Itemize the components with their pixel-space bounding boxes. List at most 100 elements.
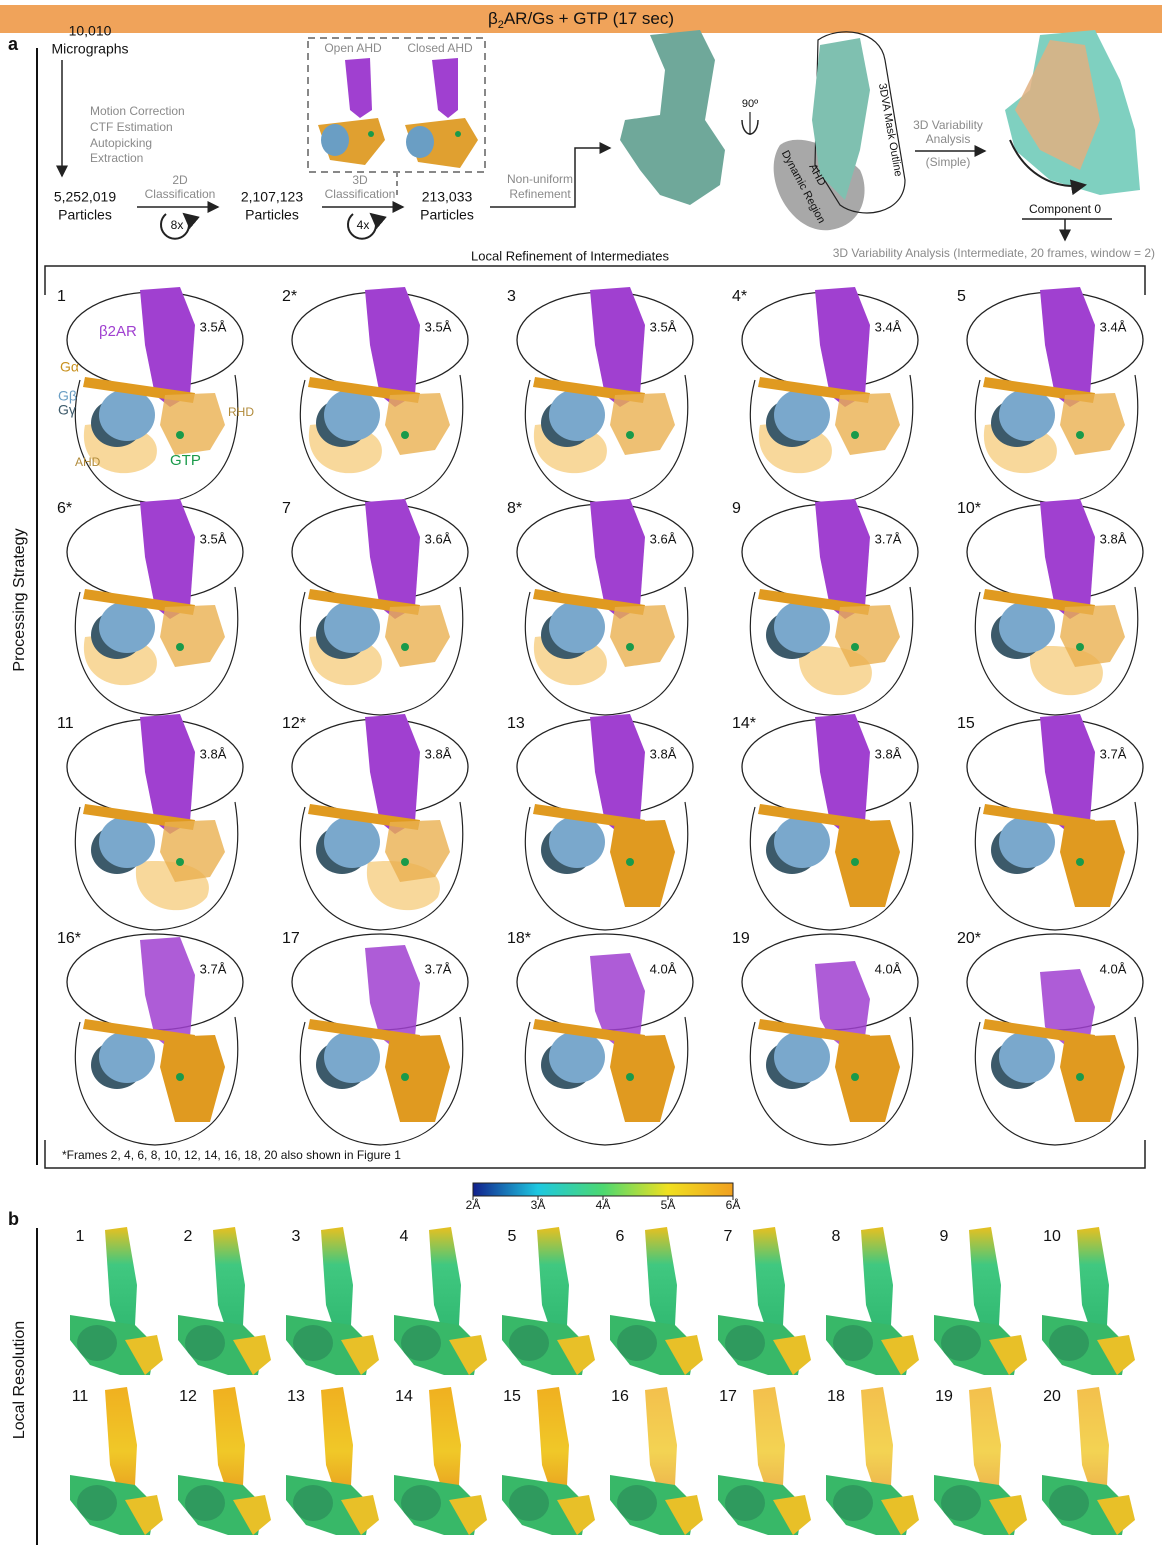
frame-label: 20* [957,930,981,947]
g-alpha [1060,820,1125,907]
count-unit: Particles [245,207,299,223]
subunit-label: β2AR [99,323,137,340]
consensus-map [620,30,725,205]
rotation: 90º [742,98,758,110]
resolution: 3.4Å [1100,319,1127,334]
gtp [401,858,409,866]
map-receptor [969,1227,1001,1335]
frame-label: 17 [282,930,300,947]
map-receptor [969,1387,1001,1495]
resolution: 3.8Å [425,746,452,761]
step: 2D [172,173,188,187]
gtp [626,643,634,651]
colorbar [473,1183,733,1196]
frame: 113.8Å [57,714,243,930]
map-g-beta [833,1485,873,1521]
map-receptor [753,1227,785,1335]
g-beta [774,1031,830,1083]
g-beta [99,601,155,653]
count: 5,252,019 [54,189,116,205]
map-receptor [537,1387,569,1495]
resolution: 4.0Å [875,961,902,976]
resolution-map: 8 [826,1227,919,1375]
step: Analysis [926,132,971,146]
frame-label: 20 [1043,1388,1061,1405]
gtp [176,858,184,866]
frame-label: 2* [282,288,297,305]
resolution-map: 15 [502,1387,595,1535]
frame: 173.7Å [282,930,468,1145]
resolution-map: 14 [394,1387,487,1535]
gtp [1076,431,1084,439]
map-g-beta [509,1485,549,1521]
g-beta [774,816,830,868]
subunit-label: Gγ [58,402,76,418]
map-g-beta [401,1485,441,1521]
map-receptor [321,1227,353,1335]
g-alpha [385,393,450,455]
step: Motion Correction [90,104,185,118]
frame: 14*3.8Å [732,714,918,930]
resolution: 3.5Å [200,319,227,334]
gtp [176,1073,184,1081]
g-beta [324,601,380,653]
frame-label: 13 [287,1388,305,1405]
resolution: 3.7Å [200,961,227,976]
g-beta [324,1031,380,1083]
frame-label: 10 [1043,1228,1061,1245]
map-g-beta [941,1325,981,1361]
frame: 20*4.0Å [957,930,1143,1145]
resolution: 3.5Å [425,319,452,334]
frame: 16* 3.7Å [57,930,243,1145]
gtp [401,1073,409,1081]
frame-label: 6* [57,500,72,517]
g-alpha [385,605,450,667]
map-receptor [1077,1227,1109,1335]
resolution: 3.7Å [875,531,902,546]
resolution-map: 4 [394,1227,487,1375]
resolution-map: 16 [610,1387,703,1535]
colorbar-ticks: 2Å3Å4Å5Å6Å [466,1196,741,1212]
g-beta [99,389,155,441]
step: CTF Estimation [90,120,173,134]
map-receptor [753,1387,785,1495]
frame-label: 15 [957,715,975,732]
g-alpha [610,393,675,455]
frame-label: 16* [57,930,81,947]
resolution-map: 11 [70,1387,163,1535]
colorbar-tick-label: 3Å [531,1197,546,1212]
map-g-beta [77,1485,117,1521]
g-alpha [1060,1035,1125,1122]
frame: 10*3.8Å [957,499,1143,715]
g-alpha [385,1035,450,1122]
g-alpha [610,820,675,907]
frame-label: 13 [507,715,525,732]
g-alpha [835,393,900,455]
frame: 153.7Å [957,714,1143,930]
title: β2AR/Gs + GTP (17 sec) [488,9,674,30]
count: 2,107,123 [241,189,303,205]
map-receptor [861,1227,893,1335]
side-label: Local Resolution [11,1321,28,1439]
map-g-beta [293,1325,333,1361]
gtp [176,643,184,651]
frame: 13.5Å [57,287,243,503]
step: 3D Variability [913,118,983,132]
map-g-beta [509,1325,549,1361]
resolution: 3.4Å [875,319,902,334]
gtp [851,431,859,439]
frame-label: 6 [616,1228,625,1245]
section-title: Local Refinement of Intermediates [471,248,669,263]
frame-label: 8* [507,500,522,517]
frame-label: 14* [732,715,756,732]
g-beta [99,816,155,868]
resolution-map: 5 [502,1227,595,1375]
resolution-map: 1 [70,1227,163,1375]
frame: 93.7Å [732,499,918,715]
g-beta [549,601,605,653]
g-beta [549,1031,605,1083]
resolution: 3.8Å [1100,531,1127,546]
map-receptor [1077,1387,1109,1495]
map-g-beta [1049,1485,1089,1521]
g-alpha [835,820,900,907]
